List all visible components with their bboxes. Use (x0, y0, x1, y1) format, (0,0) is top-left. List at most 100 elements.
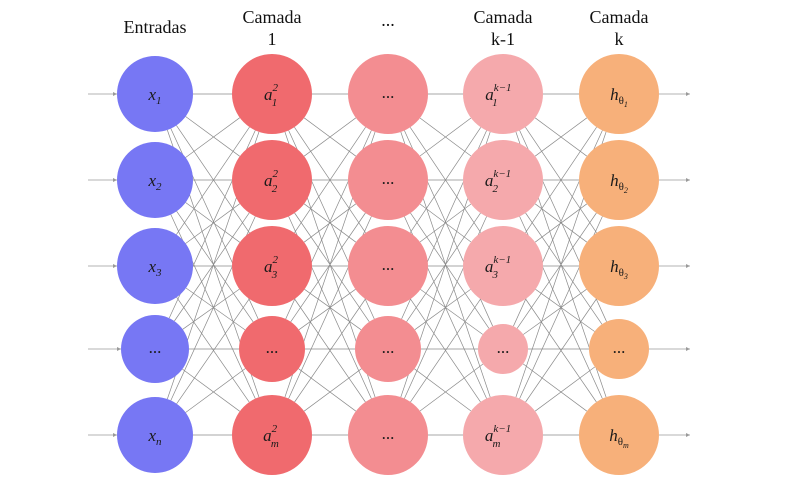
neuron-circle (232, 54, 312, 134)
neuron-label: ... (382, 169, 395, 188)
neuron-label: a2 2 (264, 168, 279, 195)
connection-line (534, 117, 588, 157)
connection-line (298, 368, 357, 412)
neuron-circle (589, 319, 649, 379)
neuron-label: ... (497, 338, 510, 357)
connection-line (303, 117, 357, 157)
connection-line (409, 127, 482, 233)
connection-line (406, 212, 481, 322)
neuron-label: a2 3 (264, 254, 279, 281)
neuron-label: hθ3 (610, 257, 628, 281)
connection-line (522, 363, 588, 412)
neuron-circle (232, 226, 312, 306)
neuron-circle (348, 140, 428, 220)
neuron-circle (579, 54, 659, 134)
connection-line (410, 212, 490, 329)
connection-line (185, 287, 246, 331)
neuron-label: ... (382, 255, 395, 274)
neuron-circle (579, 140, 659, 220)
layer-header-text: Entradas (124, 17, 187, 37)
neuron-label: x3 (147, 257, 162, 279)
layer-header-text: k (615, 29, 624, 49)
neuron-circle (239, 316, 305, 382)
connection-line (176, 126, 250, 235)
connection-line (525, 212, 603, 325)
neuron-label: ak−1 2 (485, 168, 511, 195)
neuron-circle (117, 142, 193, 218)
connection-line (182, 368, 241, 412)
connection-line (410, 298, 481, 403)
connection-line (303, 368, 362, 412)
connection-line (303, 203, 357, 243)
connection-line (414, 368, 472, 412)
connection-line (304, 289, 362, 331)
neuron-label: xn (147, 426, 162, 448)
neuron-label: ... (149, 338, 162, 357)
connection-line (176, 211, 254, 323)
neuron-circle (232, 395, 312, 475)
connection-line (294, 212, 370, 322)
connection-line (525, 127, 597, 233)
connection-line (534, 366, 596, 412)
connection-line (176, 298, 250, 404)
neuron-circle (232, 140, 312, 220)
neuron-circle (579, 226, 659, 306)
neuron-circle (348, 54, 428, 134)
layer-header-text: 1 (268, 29, 277, 49)
neuron-label: ... (382, 338, 395, 357)
connection-line (535, 289, 595, 332)
neuron-circle (117, 56, 193, 132)
connection-line (185, 368, 246, 413)
connection-line (419, 203, 472, 243)
connection-line (290, 212, 366, 322)
connection-line (294, 127, 366, 233)
connection-line (185, 202, 241, 243)
neuron-label: ... (382, 83, 395, 102)
neuron-circle (463, 226, 543, 306)
connection-line (298, 289, 356, 331)
layer-header-text: Camada (590, 7, 649, 27)
layer-header-text: ... (381, 10, 395, 30)
neuron-label: ... (613, 338, 626, 357)
io-arrows (88, 92, 690, 437)
neuron-label: ak−1 1 (485, 82, 511, 109)
neuron-circle (478, 324, 528, 374)
neuron-circle (348, 226, 428, 306)
neurons: x1 x2 x3... xn a2 1 a2 2 a2 3... a2 m..............… (117, 54, 659, 475)
neuron-label: hθ2 (610, 171, 628, 195)
neuron-circle (463, 54, 543, 134)
neuron-label: a2 1 (264, 82, 279, 109)
neuron-label: ... (266, 338, 279, 357)
connection-line (419, 363, 484, 412)
connection-line (523, 289, 587, 335)
neuron-circle (117, 228, 193, 304)
layer-header-text: Camada (243, 7, 302, 27)
neuron-circle (463, 395, 543, 475)
connection-line (294, 298, 366, 403)
neuron-circle (579, 395, 659, 475)
connection-line (176, 125, 250, 234)
connection-line (420, 289, 483, 335)
neuron-circle (121, 315, 189, 383)
layer-header-text: k-1 (491, 29, 515, 49)
neuron-circle (348, 395, 428, 475)
neuron-label: ak−1 3 (485, 254, 511, 281)
neuron-label: x2 (147, 171, 162, 193)
connection-line (516, 212, 597, 329)
neuron-circle (117, 397, 193, 473)
connection-line (534, 203, 588, 243)
connection-line (182, 288, 240, 330)
connection-line (414, 289, 471, 330)
neuron-label: hθ1 (610, 85, 628, 109)
neuron-label: hθm (609, 426, 629, 450)
connection-line (525, 298, 597, 403)
neuron-label: ... (382, 424, 395, 443)
connection-line (185, 116, 241, 157)
layer-header-text: Camada (474, 7, 533, 27)
connection-line (176, 297, 250, 403)
neuron-circle (463, 140, 543, 220)
neuron-label: a2 m (263, 423, 279, 450)
neuron-label: x1 (147, 85, 161, 107)
